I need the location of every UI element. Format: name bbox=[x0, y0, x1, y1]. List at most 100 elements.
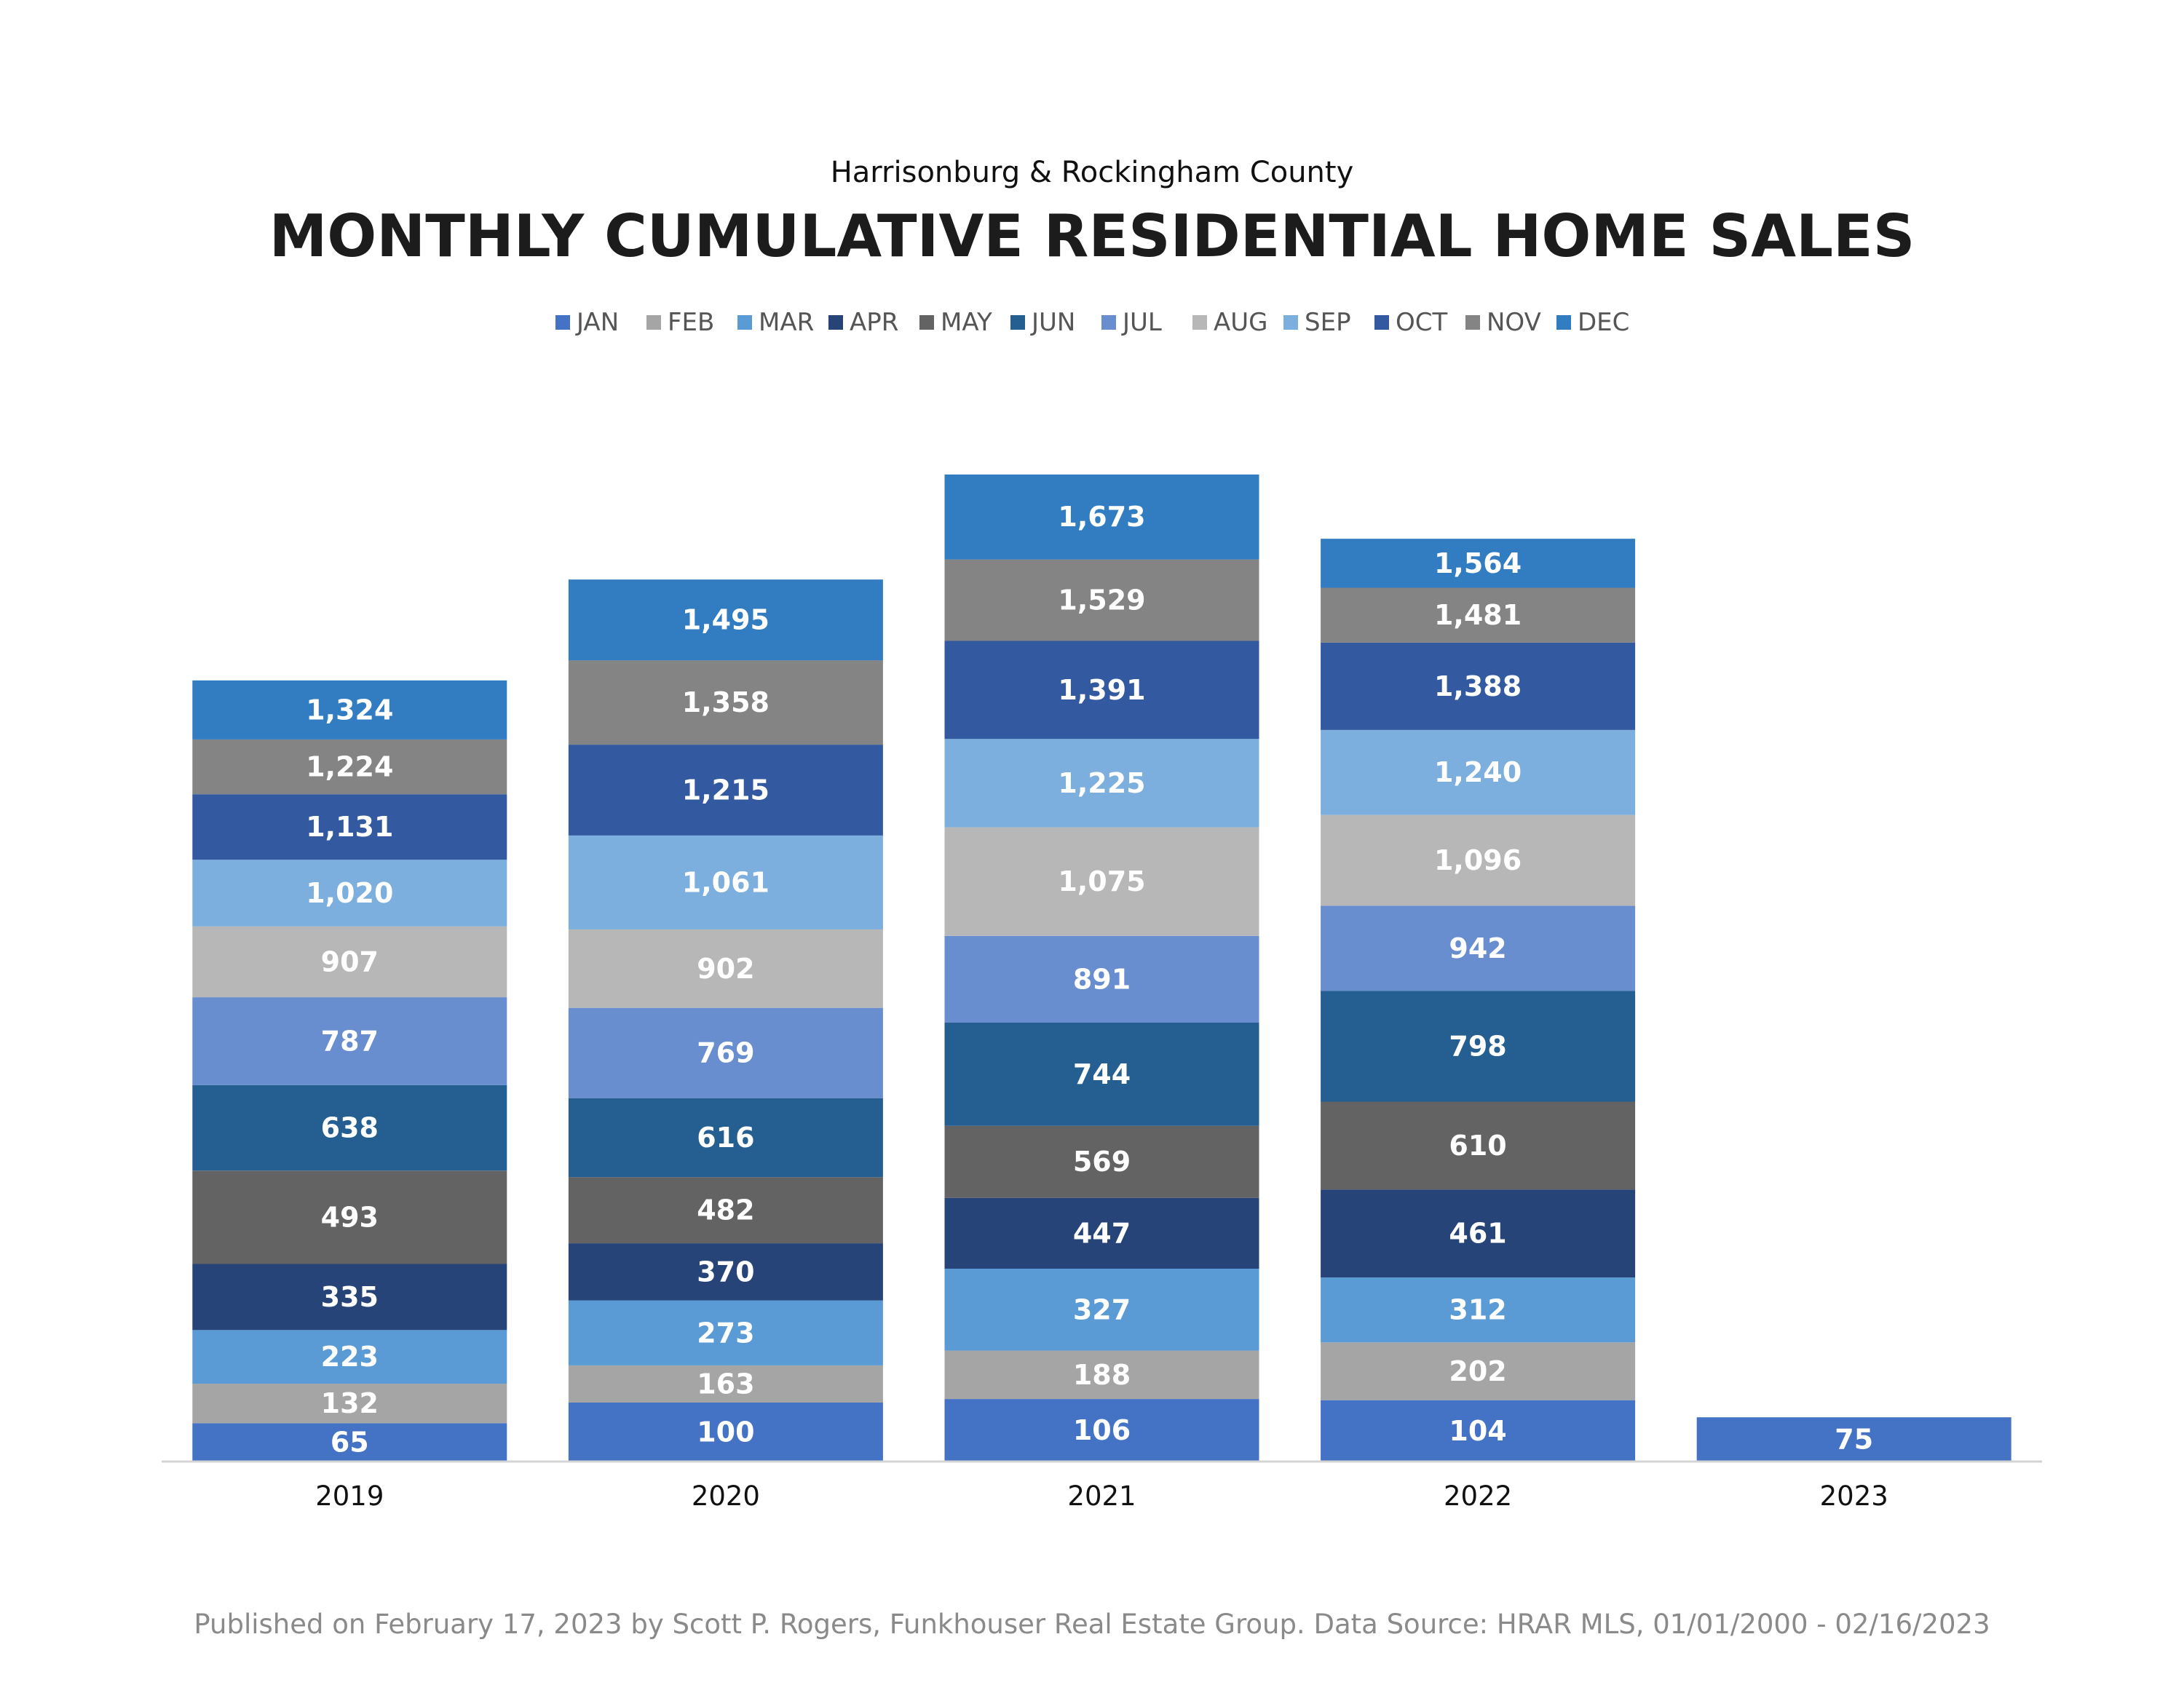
bar-2022-mar bbox=[1321, 1277, 1636, 1343]
data-label-2020-jun: 616 bbox=[697, 1122, 754, 1154]
legend-label-mar: MAR bbox=[759, 308, 814, 337]
bar-2022-jun bbox=[1321, 991, 1636, 1102]
x-axis-ticks: 2019 2020 2021 2022 2023 bbox=[315, 1480, 1888, 1512]
bar-2020-mar bbox=[568, 1300, 883, 1365]
chart-subtitle: Harrisonburg & Rockingham County bbox=[831, 156, 1354, 189]
legend-swatch-sep bbox=[1283, 315, 1298, 330]
data-label-2020-jan: 100 bbox=[697, 1416, 754, 1448]
data-label-2022-jul: 942 bbox=[1449, 932, 1506, 964]
bar-2020-jul bbox=[568, 1007, 883, 1098]
bar-2019-nov bbox=[192, 739, 507, 795]
data-label-2020-jul: 769 bbox=[697, 1037, 754, 1069]
data-label-2022-may: 610 bbox=[1449, 1130, 1506, 1162]
legend-swatch-feb bbox=[646, 315, 661, 330]
legend-label-jun: JUN bbox=[1030, 308, 1075, 337]
bar-2021-jul bbox=[944, 935, 1259, 1023]
bar-2020-oct bbox=[568, 745, 883, 836]
data-label-2020-dec: 1,495 bbox=[682, 604, 769, 636]
bar-2021-sep bbox=[944, 739, 1259, 828]
bar-2019-aug bbox=[192, 926, 507, 998]
bar-2022-nov bbox=[1321, 587, 1636, 643]
data-label-2020-oct: 1,215 bbox=[682, 774, 769, 806]
x-tick-2019: 2019 bbox=[315, 1480, 384, 1512]
legend-swatch-oct bbox=[1374, 315, 1389, 330]
data-label-2019-feb: 132 bbox=[321, 1387, 379, 1419]
data-label-2020-mar: 273 bbox=[697, 1317, 754, 1349]
legend-label-jul: JUL bbox=[1121, 308, 1162, 337]
legend-label-feb: FEB bbox=[668, 308, 714, 337]
legend-swatch-dec bbox=[1556, 315, 1571, 330]
data-label-2021-mar: 327 bbox=[1073, 1293, 1131, 1325]
bar-2022-jan bbox=[1321, 1400, 1636, 1462]
legend-label-sep: SEP bbox=[1305, 308, 1351, 337]
data-label-2019-aug: 907 bbox=[321, 945, 379, 978]
data-label-2019-jul: 787 bbox=[321, 1026, 379, 1058]
data-label-2019-may: 493 bbox=[321, 1201, 379, 1233]
data-label-2021-aug: 1,075 bbox=[1058, 865, 1145, 897]
bar-2019-sep bbox=[192, 860, 507, 927]
legend: JAN FEB MAR APR MAY JUN JUL AUG SEP OCT NOV DEC bbox=[555, 308, 1629, 337]
bar-2022-oct bbox=[1321, 642, 1636, 730]
legend-label-may: MAY bbox=[941, 308, 992, 337]
bar-2021-jun bbox=[944, 1022, 1259, 1126]
data-label-2020-sep: 1,061 bbox=[682, 866, 769, 898]
data-label-2020-may: 482 bbox=[697, 1194, 754, 1226]
bar-2021-jan bbox=[944, 1399, 1259, 1462]
bar-2021-aug bbox=[944, 827, 1259, 936]
data-label-2023-jan: 75 bbox=[1835, 1424, 1873, 1456]
data-label-2020-feb: 163 bbox=[697, 1368, 754, 1400]
legend-label-aug: AUG bbox=[1214, 308, 1268, 337]
bar-2019-apr bbox=[192, 1264, 507, 1331]
bar-2022-feb bbox=[1321, 1342, 1636, 1400]
data-label-2022-aug: 1,096 bbox=[1434, 844, 1522, 876]
bar-2020-may bbox=[568, 1177, 883, 1244]
legend-swatch-jun bbox=[1010, 315, 1025, 330]
bar-2020-nov bbox=[568, 660, 883, 745]
data-label-2019-dec: 1,324 bbox=[306, 694, 393, 726]
legend-label-dec: DEC bbox=[1578, 308, 1629, 337]
data-label-2019-mar: 223 bbox=[321, 1341, 379, 1373]
bar-2022-sep bbox=[1321, 729, 1636, 815]
legend-label-apr: APR bbox=[850, 308, 898, 337]
bar-2021-dec bbox=[944, 474, 1259, 560]
bar-2019-oct bbox=[192, 794, 507, 860]
bar-2022-dec bbox=[1321, 539, 1636, 588]
data-label-2022-apr: 461 bbox=[1449, 1218, 1506, 1250]
x-tick-2022: 2022 bbox=[1444, 1480, 1512, 1512]
legend-swatch-may bbox=[919, 315, 934, 330]
data-label-2019-nov: 1,224 bbox=[306, 751, 393, 783]
data-label-2019-jan: 65 bbox=[331, 1427, 369, 1459]
data-label-2022-mar: 312 bbox=[1449, 1294, 1506, 1326]
bar-2021-nov bbox=[944, 559, 1259, 641]
bar-2022-jul bbox=[1321, 905, 1636, 991]
x-tick-2023: 2023 bbox=[1820, 1480, 1888, 1512]
bar-2020-jun bbox=[568, 1098, 883, 1178]
data-label-2022-oct: 1,388 bbox=[1434, 670, 1522, 702]
x-tick-2020: 2020 bbox=[692, 1480, 760, 1512]
data-label-2022-nov: 1,481 bbox=[1434, 599, 1522, 631]
data-label-2021-jun: 744 bbox=[1073, 1058, 1131, 1090]
data-label-2022-jun: 798 bbox=[1449, 1030, 1506, 1062]
bar-2019-may bbox=[192, 1170, 507, 1264]
bar-2020-feb bbox=[568, 1365, 883, 1403]
data-label-2021-sep: 1,225 bbox=[1058, 767, 1145, 799]
bar-2020-apr bbox=[568, 1243, 883, 1301]
data-label-2021-may: 569 bbox=[1073, 1146, 1131, 1178]
data-label-2020-aug: 902 bbox=[697, 953, 754, 985]
bar-2021-mar bbox=[944, 1268, 1259, 1351]
bar-2022-aug bbox=[1321, 814, 1636, 906]
bar-2021-oct bbox=[944, 641, 1259, 740]
bar-2020-aug bbox=[568, 929, 883, 1008]
data-label-2021-dec: 1,673 bbox=[1058, 501, 1145, 533]
data-label-2022-jan: 104 bbox=[1449, 1415, 1506, 1447]
legend-label-nov: NOV bbox=[1487, 308, 1541, 337]
legend-swatch-mar bbox=[737, 315, 752, 330]
bar-2019-mar bbox=[192, 1330, 507, 1384]
data-label-2021-jan: 106 bbox=[1073, 1414, 1131, 1446]
bar-2019-dec bbox=[192, 680, 507, 740]
bar-2021-may bbox=[944, 1125, 1259, 1198]
legend-swatch-apr bbox=[828, 315, 843, 330]
data-label-2021-oct: 1,391 bbox=[1058, 674, 1145, 706]
bar-2019-jan bbox=[192, 1423, 507, 1462]
